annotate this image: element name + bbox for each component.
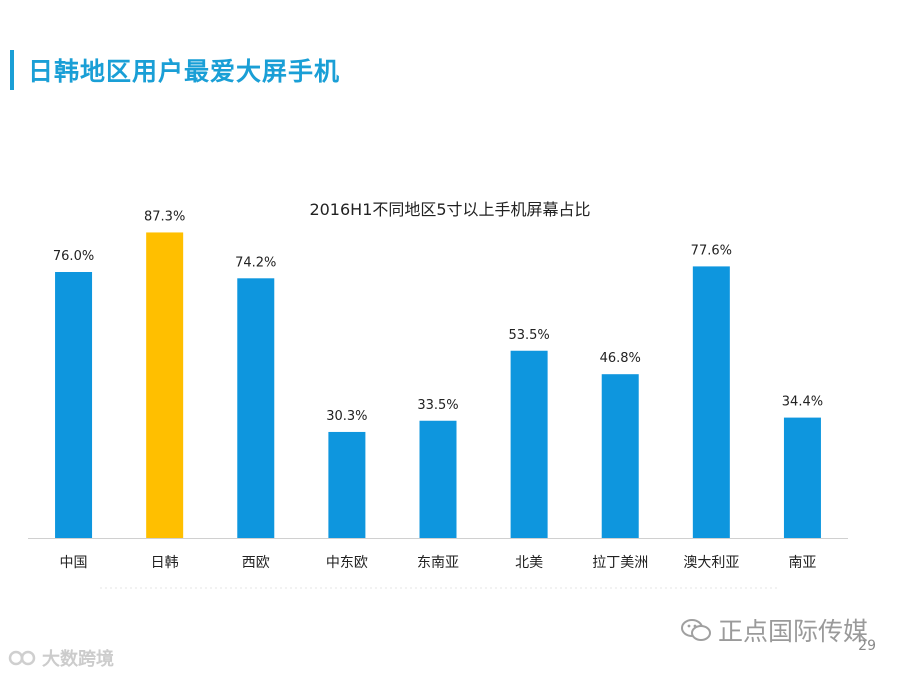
x-tick-label-5: 东南亚 — [417, 555, 459, 571]
x-tick-label-6: 北美 — [515, 555, 543, 571]
data-label-2: 87.3% — [144, 209, 185, 224]
x-tick-label-1: 中国 — [60, 555, 88, 571]
x-tick-label-7: 拉丁美洲 — [592, 555, 648, 571]
data-label-4: 30.3% — [326, 409, 367, 424]
bar-7 — [601, 374, 639, 538]
bar-1 — [55, 272, 93, 538]
bar-5 — [419, 420, 457, 538]
bar-9 — [783, 417, 821, 538]
watermark-text: 正点国际传媒 — [717, 617, 868, 646]
bar-4 — [328, 431, 366, 538]
bar-6 — [510, 350, 548, 538]
bottom-logo: 大数跨境 — [8, 645, 114, 671]
slide-title: 日韩地区用户最爱大屏手机 — [28, 57, 341, 86]
x-tick-label-2: 日韩 — [151, 555, 179, 571]
data-label-1: 76.0% — [53, 249, 94, 264]
wechat-icon — [680, 619, 711, 641]
brand-logo-icon — [8, 650, 36, 666]
data-label-8: 77.6% — [691, 243, 732, 258]
x-tick-label-9: 南亚 — [788, 555, 816, 571]
data-label-5: 33.5% — [417, 398, 458, 413]
bar-8 — [692, 266, 730, 538]
data-label-9: 34.4% — [782, 395, 823, 410]
x-tick-label-3: 西欧 — [242, 555, 270, 571]
watermark: 正点国际传媒 — [680, 612, 868, 648]
x-tick-label-4: 中东欧 — [326, 555, 368, 571]
data-label-6: 53.5% — [508, 328, 549, 343]
bottom-logo-text: 大数跨境 — [42, 649, 114, 670]
x-tick-label-8: 澳大利亚 — [683, 555, 739, 571]
bar-2 — [146, 232, 184, 538]
data-label-7: 46.8% — [600, 351, 641, 366]
chart-title: 2016H1不同地区5寸以上手机屏幕占比 — [309, 200, 590, 219]
bar-3 — [237, 278, 275, 538]
data-label-3: 74.2% — [235, 255, 276, 270]
slide-title-bar: 日韩地区用户最爱大屏手机 — [10, 50, 340, 90]
page-number: 29 — [858, 638, 876, 654]
